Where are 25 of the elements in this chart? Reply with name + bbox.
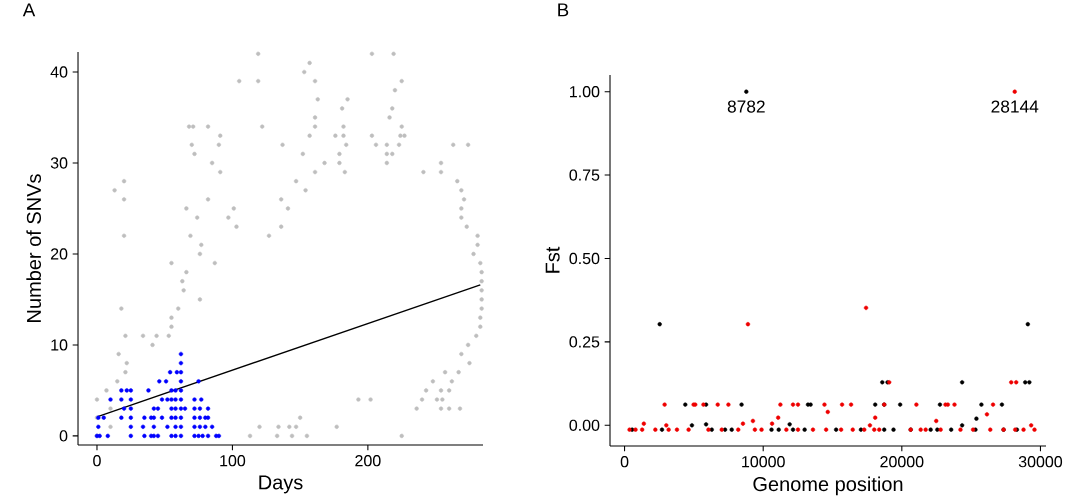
x-tick-label: 30000 (1018, 456, 1063, 468)
annotation: 8782 (727, 100, 765, 113)
y-tick-label: 10 (51, 339, 68, 351)
y-tick-label: 0.00 (569, 419, 600, 431)
y-tick-label: 0 (59, 430, 68, 442)
chart-title: A (22, 3, 36, 17)
y-tick-label: 1.00 (570, 86, 600, 98)
x-tick-label: 20000 (880, 456, 924, 468)
annotation: 28144 (991, 100, 1039, 113)
x-axis-title: Days (259, 475, 303, 494)
x-tick-label: 100 (220, 455, 246, 467)
y-axis-title: Fst (545, 246, 560, 273)
x-axis-title: Genome position (753, 476, 903, 496)
y-tick-label: 0.25 (569, 336, 600, 348)
y-tick-label: 20 (50, 248, 68, 260)
x-tick-label: 0 (620, 456, 629, 468)
y-tick-label: 0.75 (569, 169, 600, 181)
x-tick-label: 200 (355, 455, 381, 467)
x-tick-label: 10000 (742, 456, 785, 468)
chart-title: B (558, 3, 569, 17)
y-tick-label: 30 (50, 157, 68, 169)
x-tick-label: 0 (93, 455, 101, 467)
y-axis-title: Number of SNVs (26, 174, 42, 322)
y-tick-label: 40 (50, 66, 68, 78)
y-tick-label: 0.50 (569, 252, 600, 265)
